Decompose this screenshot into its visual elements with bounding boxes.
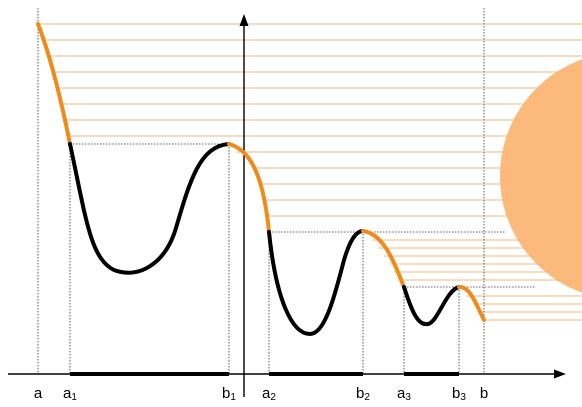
curve-valley-3	[402, 285, 461, 327]
x-label-b1: b1	[222, 385, 236, 403]
curve-valley-1	[68, 142, 231, 275]
x-label-a2: a2	[262, 385, 276, 403]
x-label-b2: b2	[356, 385, 370, 403]
y-axis-arrowhead	[239, 14, 249, 26]
function-curve	[36, 22, 486, 336]
x-label-a: a	[34, 385, 43, 402]
x-label-a1: a1	[63, 385, 77, 403]
sun-disc	[500, 59, 582, 293]
curve-valley-2	[267, 229, 365, 336]
x-axis-arrowhead	[554, 369, 566, 379]
dotted-guide-lines	[37, 8, 536, 374]
x-label-b: b	[480, 385, 488, 402]
axes	[8, 14, 566, 397]
curve-descent-1	[36, 22, 72, 146]
curve-descent-3	[361, 229, 406, 289]
curve-descent-4	[457, 285, 486, 322]
horizontal-light-rays	[40, 23, 582, 321]
curve-descent-2	[227, 142, 271, 234]
x-label-a3: a3	[397, 385, 411, 403]
x-label-b3: b3	[452, 385, 466, 403]
x-axis-labels: a a1 b1 a2 b2 a3 b3 b	[34, 385, 488, 403]
